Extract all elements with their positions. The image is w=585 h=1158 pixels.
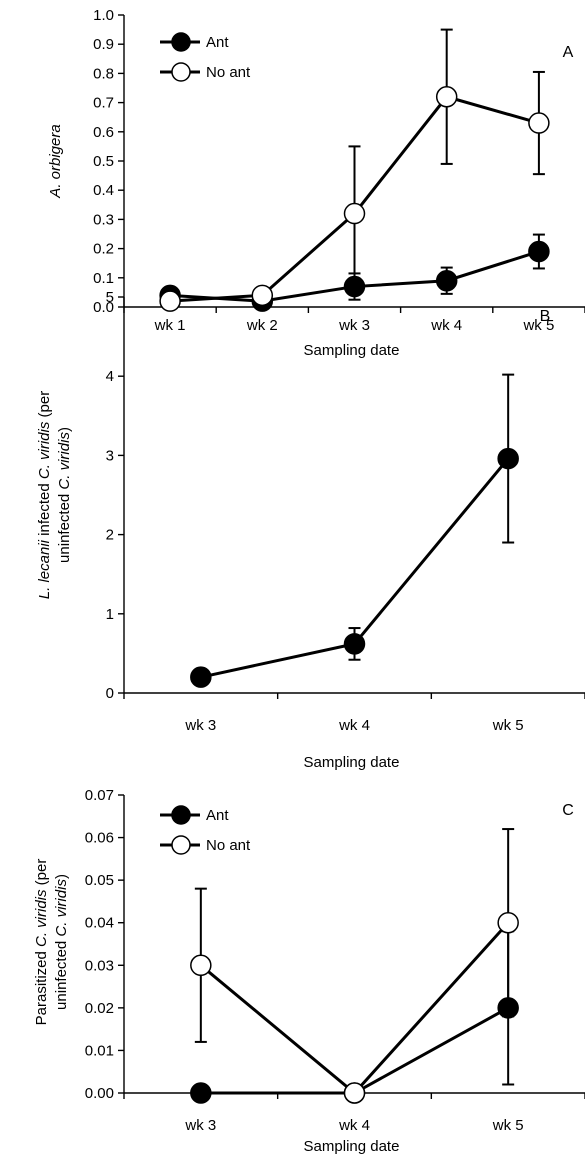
y-tick-label: 5 bbox=[106, 289, 114, 306]
y-tick-label: 0.3 bbox=[93, 211, 114, 228]
y-axis-title-part: C. viridis bbox=[33, 889, 50, 947]
y-tick-label: 0.0 bbox=[93, 299, 114, 316]
y-tick-label: 0.02 bbox=[85, 1000, 114, 1017]
data-point bbox=[251, 284, 274, 307]
x-tick-label: wk 5 bbox=[492, 1117, 524, 1134]
data-point bbox=[435, 269, 458, 292]
y-tick-label: 0.00 bbox=[85, 1085, 114, 1102]
legend-marker bbox=[171, 62, 191, 82]
y-tick-label: 0.7 bbox=[93, 95, 114, 112]
y-axis-title: L. lecanii infected C. viridis (per uninf… bbox=[36, 391, 73, 599]
y-axis-title: A. orbigera bbox=[47, 124, 64, 198]
x-tick-label: wk 1 bbox=[154, 317, 186, 334]
y-tick-label: 0.1 bbox=[93, 270, 114, 287]
y-axis-title-part: Parasitized bbox=[33, 947, 50, 1025]
panel-label: A bbox=[563, 44, 574, 61]
data-point bbox=[435, 86, 458, 108]
y-tick-label: 0.2 bbox=[93, 241, 114, 258]
chart-panel-a: 0.0 0.1 0.2 0.3 0.4 0.5 0.6 0.7 0.8 0.9 1.0 wk 1 wk … bbox=[47, 7, 585, 359]
y-tick-label: 0.03 bbox=[85, 957, 114, 974]
y-tick-label: 3 bbox=[106, 447, 114, 464]
data-point bbox=[528, 112, 550, 134]
y-tick-label: 0.9 bbox=[93, 36, 114, 53]
legend: Ant No ant bbox=[160, 32, 251, 82]
y-tick-label: 0.06 bbox=[85, 830, 114, 847]
y-axis-title-part: L. lecanii bbox=[36, 539, 53, 599]
y-tick-label: 0.6 bbox=[93, 124, 114, 141]
panel-label: C bbox=[562, 802, 574, 819]
data-point bbox=[159, 290, 181, 312]
y-tick-label: 1.0 bbox=[93, 7, 114, 24]
y-axis-title-part: (per bbox=[36, 391, 53, 422]
x-tick-label: wk 5 bbox=[522, 317, 554, 334]
legend-label: Ant bbox=[206, 34, 229, 51]
y-tick-label: 0.8 bbox=[93, 65, 114, 82]
series-line bbox=[199, 921, 510, 1096]
series-no-ant bbox=[159, 28, 550, 312]
data-point bbox=[343, 633, 366, 655]
legend: Ant No ant bbox=[160, 805, 251, 855]
y-axis-title-part: infected bbox=[36, 479, 53, 540]
y-axis-title-part: C. viridis bbox=[56, 432, 73, 490]
data-point bbox=[497, 447, 519, 470]
x-tick-label: wk 3 bbox=[338, 317, 370, 334]
y-tick-label: 0.04 bbox=[85, 915, 114, 932]
data-point bbox=[190, 666, 212, 688]
x-tick-label: wk 3 bbox=[184, 717, 216, 734]
y-tick-label: 0.01 bbox=[85, 1042, 114, 1059]
x-tick-label: wk 4 bbox=[430, 317, 462, 334]
data-point bbox=[190, 1082, 212, 1104]
y-tick-label: 0.4 bbox=[93, 182, 114, 199]
y-axis-title-part: (per bbox=[33, 859, 50, 890]
y-axis-title-part: ) bbox=[53, 874, 70, 879]
y-tick-label: 0.07 bbox=[85, 787, 114, 804]
chart-panel-c: 0.00 0.01 0.02 0.03 0.04 0.05 0.06 0.07 wk 3 wk 4… bbox=[33, 787, 585, 1155]
y-axis-title-part: ) bbox=[56, 427, 73, 432]
chart-panel-b: 0 1 2 3 4 5 wk 3 wk 4 wk 5 Sampling date B L. lecan… bbox=[36, 289, 585, 771]
data-point bbox=[497, 911, 519, 934]
y-axis-title: Parasitized C. viridis (per uninfected C.… bbox=[33, 859, 70, 1026]
legend-label: No ant bbox=[206, 64, 251, 81]
x-axis-title: Sampling date bbox=[304, 342, 400, 359]
legend-label: Ant bbox=[206, 807, 229, 824]
x-tick-label: wk 4 bbox=[338, 1117, 370, 1134]
y-tick-label: 2 bbox=[106, 527, 114, 544]
x-tick-label: wk 2 bbox=[246, 317, 278, 334]
data-point bbox=[343, 202, 366, 225]
y-axis-title-part: uninfected bbox=[53, 937, 70, 1010]
series-no-ant bbox=[190, 828, 519, 1104]
data-point bbox=[343, 1082, 366, 1104]
x-tick-label: wk 5 bbox=[492, 717, 524, 734]
legend-marker bbox=[171, 835, 191, 855]
y-axis-title-part: uninfected bbox=[56, 490, 73, 563]
legend-marker bbox=[171, 805, 191, 825]
x-axis-title: Sampling date bbox=[304, 1138, 400, 1155]
y-tick-label: 1 bbox=[106, 606, 114, 623]
data-point bbox=[528, 240, 550, 263]
y-axis-title-part: C. viridis bbox=[36, 421, 53, 479]
y-tick-label: 0.5 bbox=[93, 153, 114, 170]
panel-label: B bbox=[540, 308, 551, 325]
legend-marker bbox=[171, 32, 191, 52]
series-1 bbox=[190, 373, 519, 688]
series-ant bbox=[190, 930, 519, 1104]
series-line bbox=[200, 1006, 509, 1095]
y-tick-label: 0 bbox=[106, 685, 114, 702]
legend-label: No ant bbox=[206, 837, 251, 854]
y-axis-title-part: A. orbigera bbox=[47, 124, 64, 198]
x-tick-label: wk 4 bbox=[338, 717, 370, 734]
y-tick-label: 0.05 bbox=[85, 872, 114, 889]
y-tick-label: 4 bbox=[106, 368, 114, 385]
x-tick-label: wk 3 bbox=[184, 1117, 216, 1134]
y-axis-title-part: C. viridis bbox=[53, 879, 70, 937]
x-axis-title: Sampling date bbox=[304, 754, 400, 771]
data-point bbox=[190, 954, 212, 977]
